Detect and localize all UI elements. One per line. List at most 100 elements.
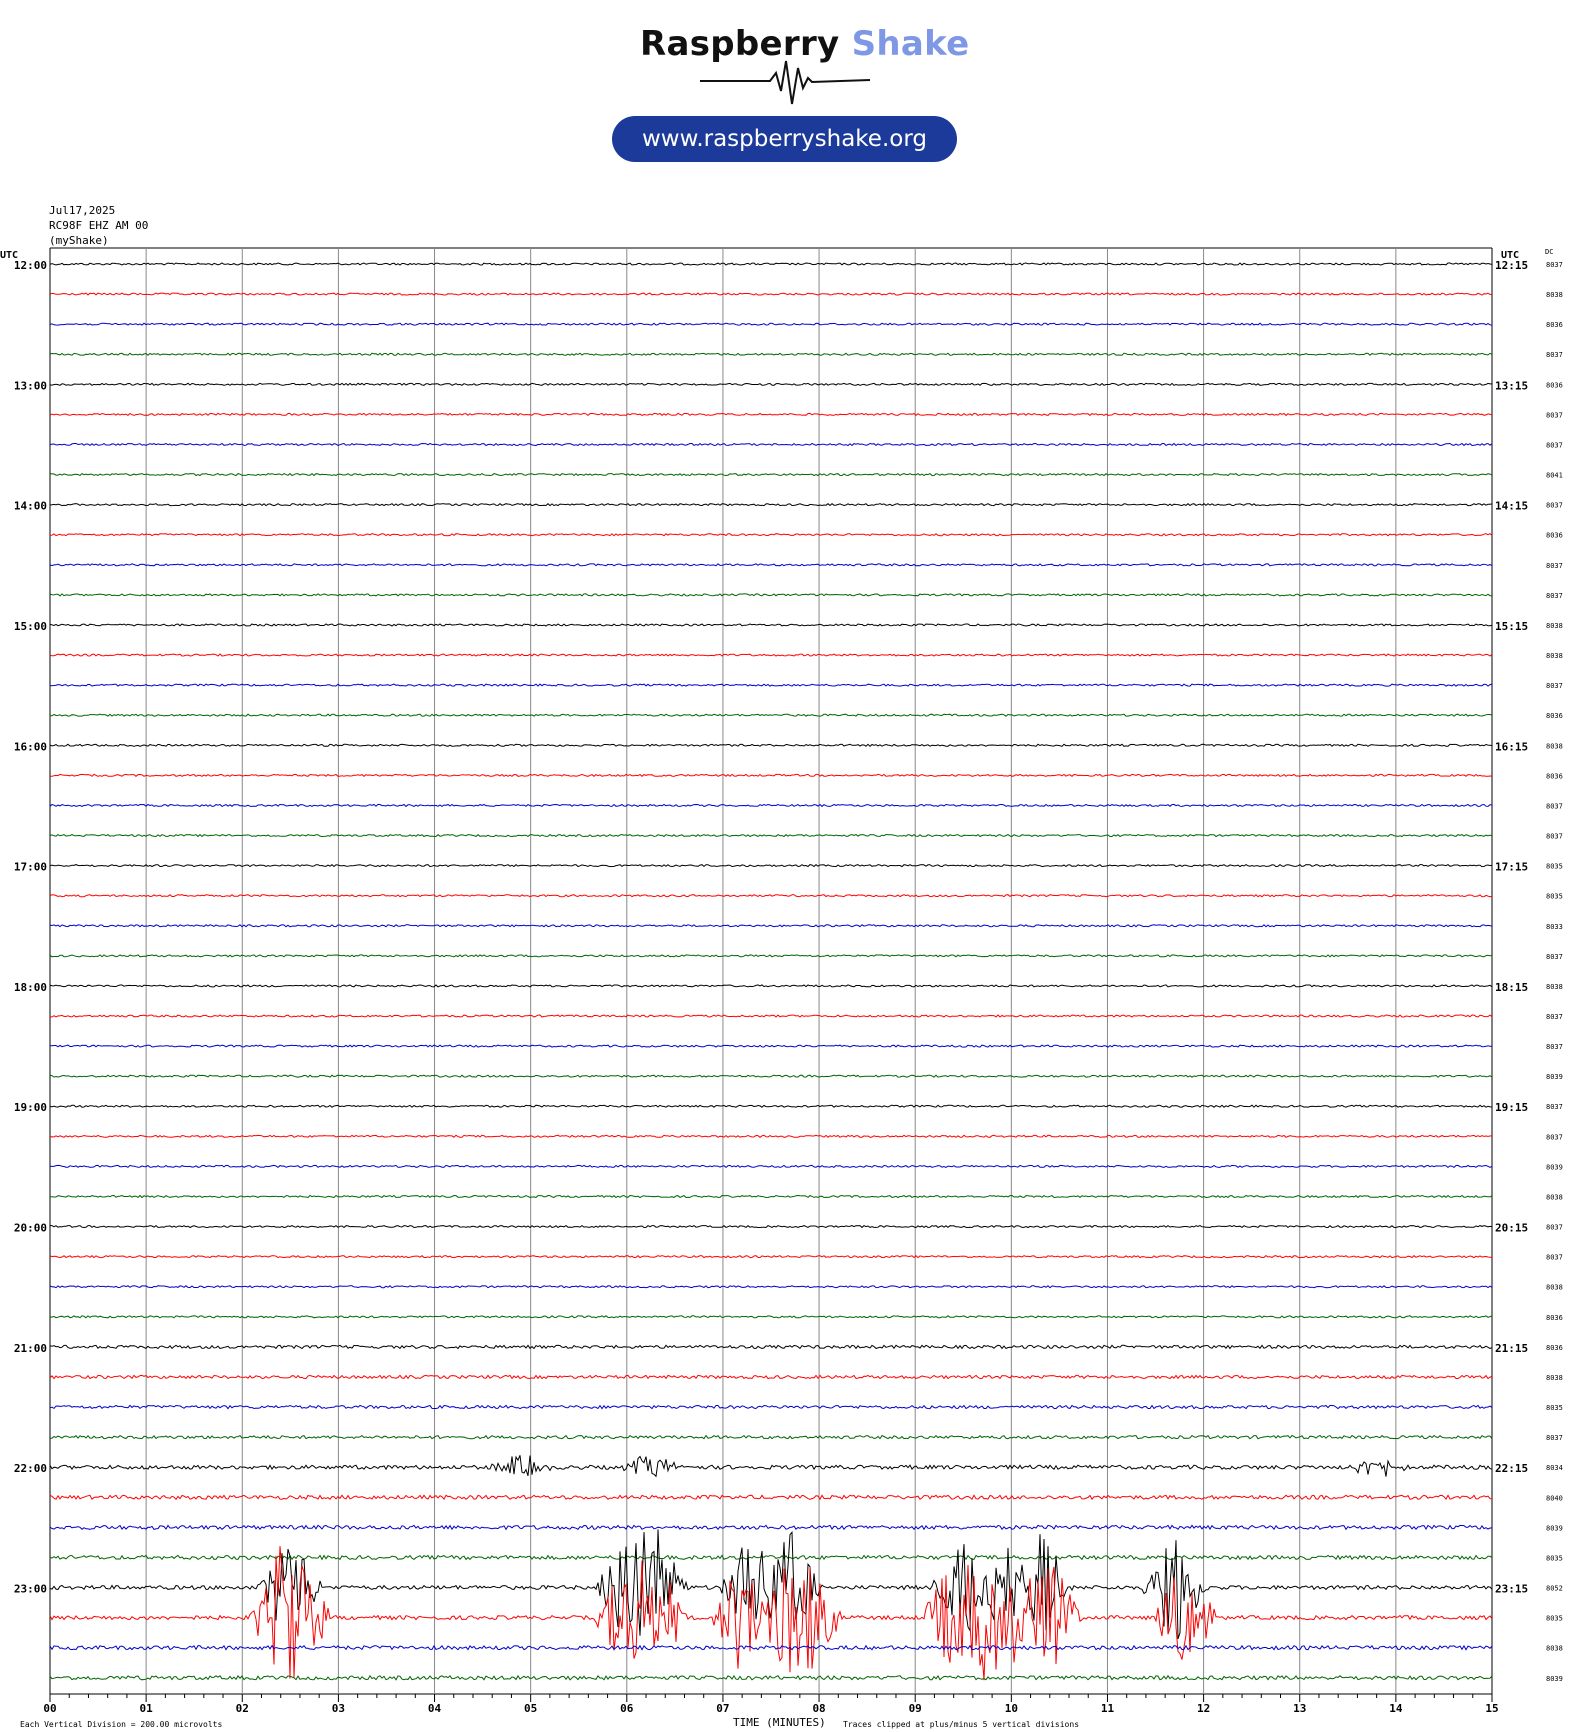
dc-value-label: 8037 [1546, 351, 1563, 359]
dc-value-label: 8038 [1546, 1284, 1563, 1292]
dc-value-label: 8040 [1546, 1494, 1563, 1502]
network-name: (myShake) [49, 234, 109, 247]
seismic-trace-7 [49, 472, 1493, 477]
seismic-trace-37 [49, 1374, 1493, 1380]
x-tick-label: 08 [812, 1702, 825, 1715]
seismic-trace-24 [49, 984, 1493, 988]
footer-clip-note: Traces clipped at plus/minus 5 vertical … [843, 1720, 1079, 1729]
dc-value-label: 8037 [1546, 1434, 1563, 1442]
seismic-trace-40 [49, 1455, 1493, 1478]
seismic-trace-35 [49, 1315, 1493, 1319]
seismic-trace-28 [49, 1104, 1493, 1108]
seismic-trace-8 [49, 503, 1493, 507]
seismic-trace-34 [49, 1285, 1493, 1289]
seismic-trace-11 [49, 593, 1493, 597]
recording-date: Jul17,2025 [49, 204, 116, 217]
seismic-trace-29 [49, 1134, 1493, 1138]
station-channel: RC98F EHZ AM 00 [49, 219, 149, 232]
seismic-trace-45 [49, 1546, 1493, 1681]
raspberry-shake-logo: Raspberry Shake [600, 18, 970, 108]
right-time-label: 13:15 [1495, 379, 1528, 392]
x-tick-label: 13 [1293, 1702, 1306, 1715]
right-time-label: 16:15 [1495, 740, 1528, 753]
seismic-trace-30 [49, 1164, 1493, 1169]
seismic-trace-33 [49, 1254, 1493, 1259]
seismic-trace-17 [50, 773, 1493, 777]
seismic-trace-31 [50, 1194, 1493, 1199]
seismic-trace-3 [49, 352, 1493, 356]
seismic-trace-4 [49, 382, 1492, 386]
x-tick-label: 12 [1197, 1702, 1210, 1715]
left-utc-title: UTC [0, 250, 18, 261]
dc-value-label: 8039 [1546, 1675, 1563, 1683]
grid [49, 247, 1493, 1702]
seismic-trace-46 [49, 1644, 1493, 1651]
dc-value-label: 8037 [1546, 1133, 1563, 1141]
x-tick-label: 10 [1005, 1702, 1018, 1715]
dc-value-label: 8035 [1546, 1404, 1563, 1412]
dc-value-label: 8037 [1546, 833, 1563, 841]
dc-value-label: 8037 [1546, 562, 1563, 570]
dc-value-label: 8038 [1546, 1374, 1563, 1382]
dc-value-label: 8038 [1546, 622, 1563, 630]
left-time-label: 12:00 [14, 259, 47, 272]
right-time-label: 14:15 [1495, 500, 1528, 513]
left-time-label: 16:00 [14, 740, 47, 753]
left-time-label: 14:00 [14, 500, 47, 513]
dc-value-label: 8038 [1546, 1193, 1563, 1201]
seismic-trace-27 [49, 1074, 1493, 1078]
seismic-trace-21 [49, 894, 1493, 898]
seismic-trace-6 [49, 442, 1493, 447]
seismic-trace-10 [49, 563, 1493, 567]
dc-value-label: 8037 [1546, 502, 1563, 510]
website-url-badge[interactable]: www.raspberryshake.org [612, 116, 957, 162]
seismic-trace-15 [49, 713, 1493, 717]
x-tick-label: 04 [428, 1702, 442, 1715]
seismic-trace-14 [49, 683, 1493, 687]
x-tick-label: 00 [43, 1702, 56, 1715]
dc-value-label: 8036 [1546, 532, 1563, 540]
dc-value-label: 8036 [1546, 1314, 1563, 1322]
station-info: Jul17,2025 RC98F EHZ AM 00 (myShake) [49, 203, 148, 248]
seismic-trace-43 [49, 1554, 1493, 1561]
left-time-label: 19:00 [14, 1101, 47, 1114]
footer-scale-note: Each Vertical Division = 200.00 microvol… [20, 1720, 222, 1729]
seismic-trace-32 [50, 1224, 1493, 1229]
dc-title: DC [1545, 248, 1553, 256]
left-time-label: 17:00 [14, 861, 47, 874]
right-time-label: 22:15 [1495, 1462, 1528, 1475]
left-time-label: 20:00 [14, 1222, 47, 1235]
dc-value-label: 8038 [1546, 742, 1563, 750]
right-time-label: 21:15 [1495, 1342, 1528, 1355]
seismic-trace-36 [49, 1344, 1493, 1350]
dc-value-label: 8037 [1546, 682, 1563, 690]
x-tick-label: 14 [1389, 1702, 1403, 1715]
dc-value-label: 8039 [1546, 1073, 1563, 1081]
seismogram-logo-icon [700, 60, 871, 105]
x-tick-label: 07 [716, 1702, 729, 1715]
seismic-trace-23 [49, 954, 1493, 958]
brand-part-shake: Shake [851, 24, 970, 64]
right-utc-title: UTC [1501, 250, 1519, 261]
seismic-trace-22 [49, 924, 1493, 928]
seismic-trace-42 [49, 1524, 1493, 1531]
seismic-trace-5 [49, 412, 1493, 417]
dc-value-label: 8034 [1546, 1464, 1563, 1472]
dc-value-label: 8037 [1546, 953, 1563, 961]
dc-value-label: 8036 [1546, 772, 1563, 780]
seismic-trace-0 [49, 262, 1493, 266]
dc-value-label: 8035 [1546, 893, 1563, 901]
dc-value-label: 8037 [1546, 1254, 1563, 1262]
dc-value-label: 8037 [1546, 261, 1563, 269]
dc-value-label: 8035 [1546, 1615, 1563, 1623]
dc-value-label: 8033 [1546, 923, 1563, 931]
brand-name: Raspberry Shake [640, 24, 970, 64]
dc-value-label: 8039 [1546, 1524, 1563, 1532]
dc-value-label: 8037 [1546, 1103, 1563, 1111]
seismic-trace-12 [49, 623, 1493, 627]
seismic-trace-26 [49, 1044, 1493, 1048]
header: Raspberry Shake www.raspberryshake.org [0, 0, 1570, 180]
x-tick-label: 03 [332, 1702, 345, 1715]
seismic-trace-19 [49, 833, 1493, 838]
right-time-label: 23:15 [1495, 1583, 1528, 1596]
